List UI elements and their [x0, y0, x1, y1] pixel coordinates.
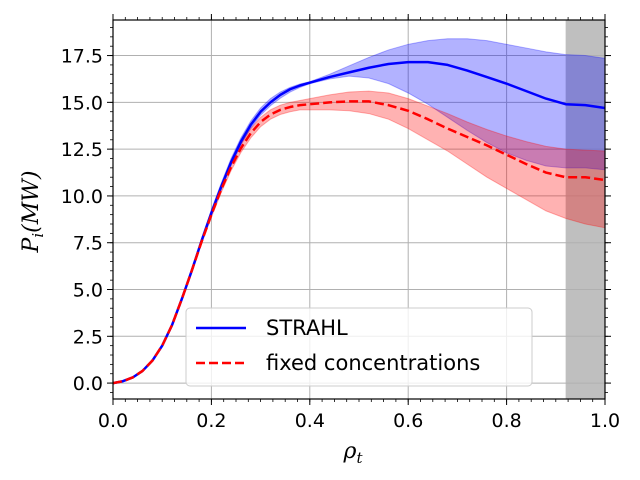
x-tick-label-4: 0.8	[491, 410, 521, 432]
x-tick-label-2: 0.4	[295, 410, 325, 432]
y-tick-label-5: 12.5	[61, 139, 103, 161]
legend: STRAHL fixed concentrations	[185, 307, 533, 387]
legend-label-strahl: STRAHL	[266, 316, 348, 340]
series-line-fixed-concentrations	[113, 100, 605, 385]
y-tick-label-1: 2.5	[73, 326, 103, 348]
legend-label-fixed-concentrations: fixed concentrations	[266, 351, 480, 375]
y-tick-label-6: 15.0	[61, 92, 103, 114]
x-tick-label-1: 0.2	[196, 410, 226, 432]
x-tick-label-3: 0.6	[393, 410, 423, 432]
x-tick-label-0: 0.0	[98, 410, 128, 432]
y-tick-label-2: 5.0	[73, 280, 103, 302]
x-axis-label: ρt	[343, 439, 364, 467]
legend-box	[185, 307, 533, 387]
y-tick-label-3: 7.5	[73, 233, 103, 255]
y-tick-label-0: 0.0	[73, 373, 103, 395]
y-tick-label-4: 10.0	[61, 186, 103, 208]
x-tick-label-5: 1.0	[590, 410, 620, 432]
y-axis-label: Pi(MW)	[19, 171, 47, 254]
y-tick-label-7: 17.5	[61, 46, 103, 68]
